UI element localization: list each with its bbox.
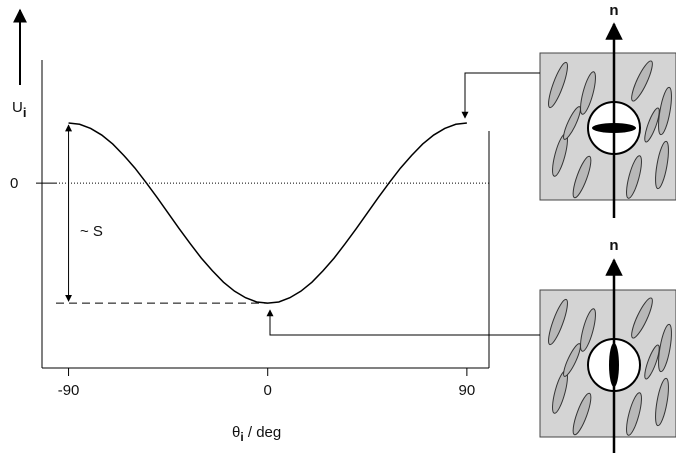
director-label: n (609, 2, 618, 19)
plot: -90 0 90 0 (10, 60, 490, 399)
pointer-arrow (461, 72, 540, 119)
x-tick-label: 0 (264, 382, 272, 399)
director-label: n (609, 237, 618, 254)
orientation-panel (539, 289, 676, 438)
annotation: ~ S (80, 223, 103, 240)
y-label: Ui (12, 99, 26, 120)
curve (68, 122, 467, 304)
x-label: θi / deg (232, 424, 281, 444)
pointer-arrow (266, 309, 540, 336)
y-tick-label: 0 (10, 175, 18, 192)
x-tick-label: -90 (58, 382, 80, 399)
x-tick-label: 90 (459, 382, 476, 399)
